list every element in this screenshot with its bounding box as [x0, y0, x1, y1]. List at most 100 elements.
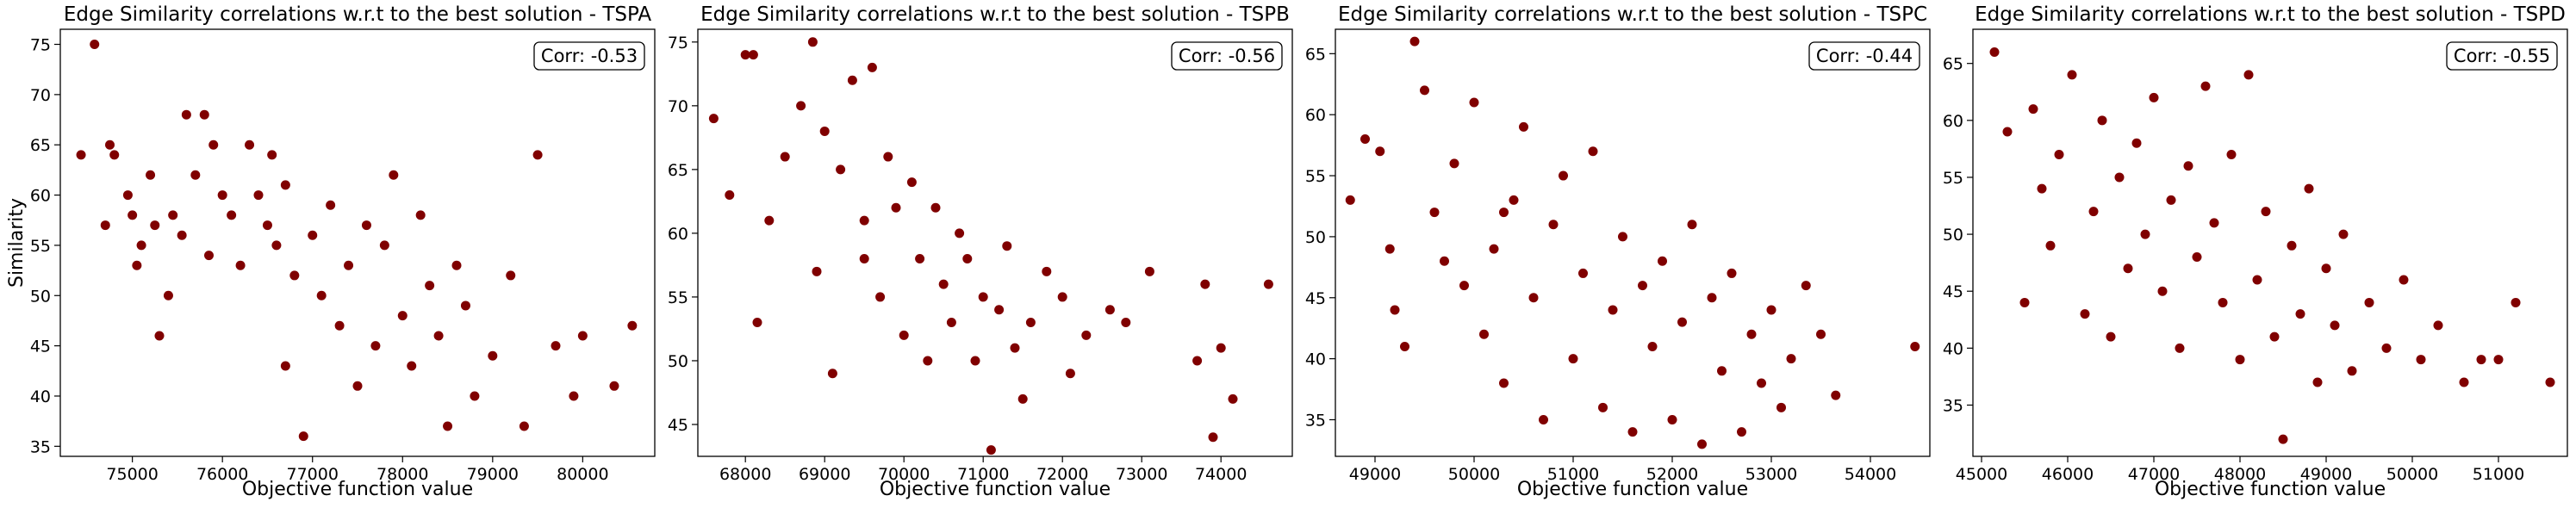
x-tick-label: 49000 [2300, 465, 2352, 484]
scatter-point [748, 50, 758, 60]
x-tick-label: 71000 [957, 465, 1009, 484]
scatter-point [1057, 292, 1067, 302]
x-tick-label: 79000 [467, 465, 519, 484]
scatter-point [906, 177, 917, 188]
x-tick-label: 54000 [1845, 465, 1896, 484]
scatter-point [532, 150, 543, 160]
correlation-box [1171, 41, 1283, 71]
x-axis-label: Objective function value [880, 479, 1111, 500]
scatter-point [2321, 263, 2331, 274]
chart-title: Edge Similarity correlations w.r.t to th… [700, 3, 1290, 26]
scatter-point [326, 200, 336, 210]
scatter-point [752, 318, 762, 328]
x-tick-label: 75000 [106, 465, 158, 484]
scatter-point [986, 445, 996, 455]
scatter-point [443, 421, 453, 431]
scatter-point [946, 318, 956, 328]
y-tick-label: 35 [1943, 396, 1963, 415]
y-tick-label: 40 [1305, 350, 1326, 369]
scatter-point [181, 109, 191, 120]
scatter-point [1200, 279, 1210, 289]
scatter-point [938, 279, 949, 289]
x-axis-label: Objective function value [2155, 479, 2386, 500]
scatter-point [1559, 170, 1568, 181]
scatter-point [819, 126, 830, 136]
scatter-point [1737, 427, 1746, 437]
scatter-point [1578, 268, 1588, 278]
scatter-point [1390, 305, 1400, 315]
scatter-point [2243, 70, 2254, 80]
scatter-point [190, 170, 201, 180]
y-tick-label: 55 [668, 288, 688, 307]
y-tick-label: 60 [30, 187, 51, 206]
scatter-point [271, 240, 282, 251]
scatter-point [267, 150, 277, 160]
scatter-point [2054, 149, 2064, 159]
y-tick-label: 55 [1305, 167, 1326, 186]
scatter-point [1588, 146, 1598, 157]
scatter-point [280, 361, 290, 371]
scatter-point [519, 421, 529, 431]
scatter-point [253, 190, 264, 201]
scatter-point [569, 391, 579, 401]
x-tick-label: 76000 [196, 465, 248, 484]
y-tick-label: 45 [668, 416, 688, 435]
scatter-point [235, 260, 246, 270]
scatter-point [298, 431, 308, 442]
scatter-point [970, 356, 980, 366]
scatter-point [1409, 36, 1420, 46]
scatter-point [2037, 183, 2047, 194]
x-axis-label: Objective function value [242, 479, 473, 500]
scatter-point [415, 210, 426, 220]
correlation-label: Corr: -0.55 [2454, 46, 2550, 66]
x-tick-label: 50000 [2386, 465, 2438, 484]
scatter-point [1400, 341, 1409, 351]
x-tick-label: 69000 [799, 465, 850, 484]
scatter-point [2511, 297, 2521, 307]
scatter-point [1801, 281, 1811, 291]
scatter-point [1375, 146, 1385, 157]
scatter-point [1017, 393, 1028, 404]
scatter-point [836, 164, 846, 175]
scatter-point [883, 152, 893, 162]
scatter-point [506, 270, 516, 281]
scatter-point [1489, 244, 1499, 254]
scatter-point [389, 170, 399, 180]
scatter-point [109, 150, 120, 160]
scatter-point [2338, 229, 2349, 239]
scatter-point [90, 40, 100, 50]
scatter-point [1766, 305, 1776, 315]
scatter-point [344, 260, 354, 270]
scatter-point [1192, 356, 1203, 366]
scatter-point [859, 215, 869, 226]
plot-area-frame [1972, 28, 2568, 457]
scatter-point [1717, 366, 1727, 376]
y-tick-label: 45 [30, 338, 51, 356]
y-tick-label: 60 [1943, 112, 1963, 131]
y-tick-label: 55 [30, 237, 51, 256]
scatter-point [308, 230, 318, 240]
scatter-point [163, 290, 173, 300]
scatter-point [1499, 378, 1509, 388]
scatter-point [2149, 92, 2159, 102]
scatter-point [2140, 229, 2150, 239]
scatter-point [2261, 207, 2271, 217]
y-tick-label: 65 [30, 136, 51, 155]
scatter-point [361, 220, 371, 231]
scatter-point [2097, 115, 2107, 126]
chart-title: Edge Similarity correlations w.r.t to th… [64, 3, 652, 26]
scatter-point [2287, 240, 2297, 251]
y-tick-label: 70 [668, 97, 688, 116]
scatter-point [245, 139, 255, 150]
scatter-point [1618, 232, 1627, 242]
scatter-point [1263, 279, 1273, 289]
scatter-point [1528, 293, 1539, 303]
y-tick-label: 65 [1305, 45, 1326, 64]
scatter-point [859, 254, 869, 264]
scatter-point [1440, 256, 1449, 266]
scatter-point [208, 139, 219, 150]
y-tick-label: 35 [1305, 411, 1326, 430]
scatter-point [470, 391, 480, 401]
scatter-point [609, 381, 619, 391]
y-tick-label: 65 [1943, 55, 1963, 74]
